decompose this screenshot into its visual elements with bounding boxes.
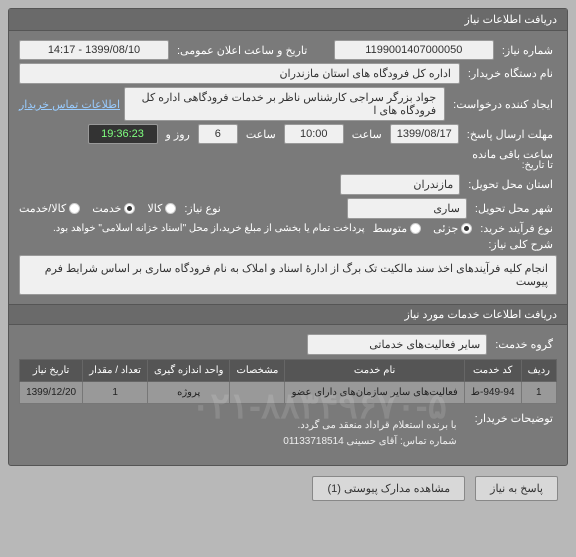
row-city-needtype: شهر محل تحویل: ساری نوع نیاز: کالا خدمت	[19, 198, 557, 219]
radio-service[interactable]: خدمت	[92, 202, 135, 215]
services-body: گروه خدمت: سایر فعالیت‌های خدماتی ردیف ک…	[9, 325, 567, 465]
radio-medium[interactable]: متوسط	[373, 222, 422, 235]
buyer-org-value: اداره کل فرودگاه های استان مازندران	[19, 63, 460, 84]
need-type-label: نوع نیاز:	[180, 202, 224, 215]
services-table-head: ردیف کد خدمت نام خدمت مشخصات واحد اندازه…	[20, 360, 557, 382]
cell-unit: پروژه	[147, 382, 229, 404]
buyer-org-label: نام دستگاه خریدار:	[464, 67, 557, 80]
buyer-notes-line2: شماره تماس: آقای حسینی 01133718514	[283, 434, 456, 450]
contact-link[interactable]: اطلاعات تماس خریدار	[19, 98, 120, 111]
radio-circle-medium	[410, 223, 421, 234]
buyer-notes-label: توضیحات خریدار:	[471, 412, 557, 425]
services-section-header: دریافت اطلاعات خدمات مورد نیاز	[9, 304, 567, 325]
cell-specs	[230, 382, 285, 404]
deadline-to-label: تا تاریخ:	[518, 160, 557, 171]
deadline-date: 1399/08/17	[390, 124, 459, 144]
deadline-time: 10:00	[284, 124, 344, 144]
radio-small[interactable]: جزئی	[433, 222, 472, 235]
col-specs: مشخصات	[230, 360, 285, 382]
pub-time-label: تاریخ و ساعت اعلان عمومی:	[173, 44, 311, 57]
attachments-button[interactable]: مشاهده مدارک پیوستی (1)	[312, 476, 465, 501]
cell-need-date: 1399/12/20	[20, 382, 83, 404]
cell-row-no: 1	[521, 382, 556, 404]
main-container: دریافت اطلاعات نیاز شماره نیاز: 11990014…	[8, 8, 568, 511]
need-no-label: شماره نیاز:	[498, 44, 557, 57]
process-radio-group: جزئی متوسط	[373, 222, 473, 235]
table-row[interactable]: 1 949-94-ط فعالیت‌های سایر سازمان‌های دا…	[20, 382, 557, 404]
radio-circle-goods	[165, 203, 176, 214]
cell-service-name: فعالیت‌های سایر سازمان‌های دارای عضو	[285, 382, 464, 404]
radio-circle-service	[124, 203, 135, 214]
radio-both[interactable]: کالا/خدمت	[19, 202, 80, 215]
row-deadline: مهلت ارسال پاسخ: 1399/08/17 ساعت 10:00 س…	[19, 124, 557, 161]
city-value: ساری	[347, 198, 467, 219]
radio-circle-both	[69, 203, 80, 214]
pub-time-value: 1399/08/10 - 14:17	[19, 40, 169, 60]
province-value: مازندران	[340, 174, 460, 195]
need-info-header: دریافت اطلاعات نیاز	[9, 9, 567, 31]
radio-small-label: جزئی	[433, 222, 458, 235]
deadline-label: مهلت ارسال پاسخ:	[463, 128, 557, 141]
city-label: شهر محل تحویل:	[471, 202, 557, 215]
col-service-name: نام خدمت	[285, 360, 464, 382]
need-info-panel: دریافت اطلاعات نیاز شماره نیاز: 11990014…	[8, 8, 568, 466]
days-label: روز و	[162, 128, 194, 141]
row-deadline-to: تا تاریخ:	[19, 160, 557, 171]
radio-goods-label: کالا	[147, 202, 162, 215]
cell-qty: 1	[83, 382, 148, 404]
desc-label: شرح کلی نیاز:	[484, 238, 557, 251]
group-value: سایر فعالیت‌های خدماتی	[307, 334, 487, 355]
row-description: شرح کلی نیاز: انجام کلیه فرآیندهای اخذ س…	[19, 238, 557, 295]
process-note: پرداخت تمام یا بخشی از مبلغ خرید،از محل …	[49, 223, 369, 234]
creator-label: ایجاد کننده درخواست:	[449, 98, 557, 111]
col-unit: واحد اندازه گیری	[147, 360, 229, 382]
countdown-value: 19:36:23	[88, 124, 158, 144]
time-label-1: ساعت	[348, 128, 386, 141]
services-table-body: 1 949-94-ط فعالیت‌های سایر سازمان‌های دا…	[20, 382, 557, 404]
row-need-number: شماره نیاز: 1199001407000050 تاریخ و ساع…	[19, 40, 557, 60]
col-need-date: تاریخ نیاز	[20, 360, 83, 382]
creator-value: جواد بزرگر سراجی کارشناس ناظر بر خدمات ف…	[124, 87, 445, 121]
radio-circle-small	[461, 223, 472, 234]
row-buyer-notes: توضیحات خریدار: با برنده استعلام قراداد …	[19, 412, 557, 456]
button-row: پاسخ به نیاز مشاهده مدارک پیوستی (1)	[8, 466, 568, 511]
buyer-notes-line1: با برنده استعلام قراداد منعقد می گردد.	[283, 418, 456, 434]
row-buyer-org: نام دستگاه خریدار: اداره کل فرودگاه های …	[19, 63, 557, 84]
radio-medium-label: متوسط	[373, 222, 408, 235]
services-table: ردیف کد خدمت نام خدمت مشخصات واحد اندازه…	[19, 359, 557, 404]
row-province: استان محل تحویل: مازندران	[19, 174, 557, 195]
need-no-value: 1199001407000050	[334, 40, 494, 60]
province-label: استان محل تحویل:	[464, 178, 557, 191]
row-service-group: گروه خدمت: سایر فعالیت‌های خدماتی	[19, 334, 557, 355]
buyer-notes-text: با برنده استعلام قراداد منعقد می گردد. ش…	[273, 412, 466, 456]
radio-goods[interactable]: کالا	[147, 202, 176, 215]
row-creator: ایجاد کننده درخواست: جواد بزرگر سراجی کا…	[19, 87, 557, 121]
col-qty: تعداد / مقدار	[83, 360, 148, 382]
radio-both-label: کالا/خدمت	[19, 202, 66, 215]
radio-service-label: خدمت	[92, 202, 121, 215]
need-type-radio-group: کالا خدمت کالا/خدمت	[19, 202, 176, 215]
days-value: 6	[198, 124, 238, 144]
need-info-body: شماره نیاز: 1199001407000050 تاریخ و ساع…	[9, 31, 567, 304]
col-row-no: ردیف	[521, 360, 556, 382]
row-process: نوع فرآیند خرید: جزئی متوسط پرداخت تمام …	[19, 222, 557, 235]
time-label-2: ساعت	[242, 128, 280, 141]
group-label: گروه خدمت:	[491, 338, 557, 351]
cell-service-code: 949-94-ط	[464, 382, 521, 404]
desc-value: انجام کلیه فرآیندهای اخذ سند مالکیت تک ب…	[19, 255, 557, 295]
process-label: نوع فرآیند خرید:	[476, 222, 557, 235]
respond-button[interactable]: پاسخ به نیاز	[475, 476, 558, 501]
col-service-code: کد خدمت	[464, 360, 521, 382]
